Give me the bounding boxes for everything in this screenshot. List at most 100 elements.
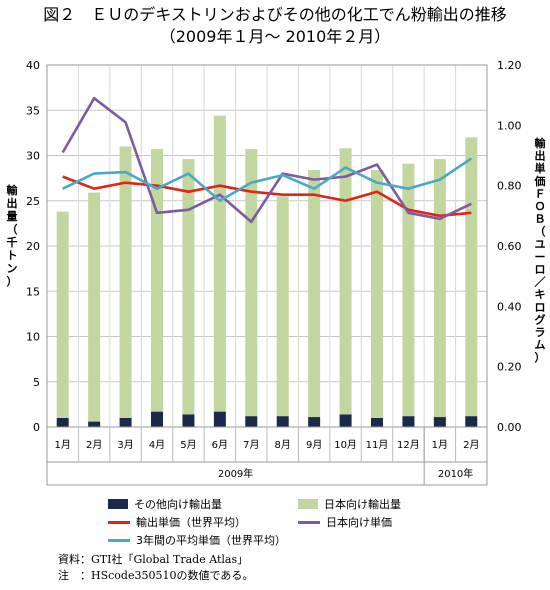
legend-swatch <box>298 499 318 509</box>
legend-label: 日本向け単価 <box>326 516 392 529</box>
bar <box>465 137 478 417</box>
bar <box>56 417 69 427</box>
y-right-axis-label-char: Ｂ <box>535 213 546 226</box>
y-right-tick-label: 1.00 <box>497 119 522 132</box>
y-left-tick-label: 40 <box>26 59 40 72</box>
y-left-tick-label: 25 <box>26 195 40 208</box>
x-tick-label: 11月 <box>366 439 389 451</box>
x-tick-label: 1月 <box>55 439 71 451</box>
bar <box>245 416 258 427</box>
y-right-axis-label-char: ム <box>535 339 546 352</box>
y-right-axis-label-char: ロ <box>535 263 546 276</box>
source-note: 資料：GTI社「Global Trade Atlas」 <box>58 553 249 566</box>
y-left-tick-label: 15 <box>26 285 40 298</box>
y-left-axis-label-char: ン <box>7 262 18 275</box>
bar <box>308 169 321 418</box>
y-right-tick-label: 0.00 <box>497 421 522 434</box>
bar <box>213 115 226 412</box>
bar <box>308 417 321 427</box>
bar <box>433 417 446 427</box>
legend-label: 輸出単価（世界平均） <box>136 516 246 529</box>
x-tick-label: 4月 <box>149 439 165 451</box>
y-left-tick-label: 30 <box>26 150 40 163</box>
chart-subtitle: （2009年１月～ 2010年２月） <box>159 27 391 46</box>
y-right-axis-label-char: ／ <box>535 276 546 289</box>
x-tick-label: 10月 <box>334 439 357 451</box>
chart-title-block: 図２ ＥＵのデキストリンおよびその他の化工でん粉輸出の推移 （2009年１月～ … <box>0 4 550 48</box>
y-left-tick-label: 5 <box>33 376 40 389</box>
bar <box>276 416 289 427</box>
y-left-tick-label: 0 <box>33 421 40 434</box>
legend-item: 輸出単価（世界平均） <box>108 514 246 530</box>
y-right-tick-label: 1.20 <box>497 59 522 72</box>
x-tick-label: 12月 <box>397 439 420 451</box>
bar <box>151 411 163 427</box>
x-tick-label: 5月 <box>180 439 196 451</box>
y-left-tick-label: 20 <box>26 240 40 253</box>
bar <box>245 149 258 417</box>
bar <box>339 148 352 415</box>
y-right-axis-label-char: Ｆ <box>535 187 546 200</box>
y-right-tick-label: 0.20 <box>497 361 522 374</box>
legend-item: その他向け輸出量 <box>108 496 222 512</box>
bar <box>276 196 289 417</box>
y-right-axis-label-char: ） <box>535 351 546 364</box>
x-tick-label: 8月 <box>275 439 291 451</box>
y-right-axis-label-char: ユ <box>535 238 546 251</box>
y-right-axis-label-char: ロ <box>535 301 546 314</box>
bar <box>151 149 163 412</box>
bar <box>182 414 195 427</box>
y-left-axis-label-char: 量 <box>7 210 18 223</box>
y-right-axis-label-char: ラ <box>535 326 546 339</box>
y-right-axis-label-char: ー <box>535 250 546 263</box>
chart-title: 図２ ＥＵのデキストリンおよびその他の化工でん粉輸出の推移 <box>43 5 507 24</box>
series-line <box>61 96 472 224</box>
y-right-axis-label-char: （ <box>535 225 546 238</box>
bar <box>402 416 415 427</box>
x-tick-label: 2月 <box>463 439 479 451</box>
y-left-axis-label-char: （ <box>7 223 18 236</box>
y-right-tick-label: 0.40 <box>497 300 522 313</box>
y-left-tick-label: 10 <box>26 331 40 344</box>
bar <box>88 421 101 427</box>
notes: 資料：GTI社「Global Trade Atlas」 注 ：HScode350… <box>58 552 253 584</box>
bar <box>213 411 226 427</box>
legend-swatch <box>108 538 130 542</box>
series-line <box>62 157 473 203</box>
legend-label: 日本向け輸出量 <box>324 498 401 511</box>
bar <box>56 211 69 418</box>
y-left-axis-label-char: 出 <box>7 196 18 210</box>
y-left-axis-label-char: ） <box>7 275 18 288</box>
x-tick-label: 2月 <box>86 439 102 451</box>
legend-swatch <box>108 499 128 509</box>
x-tick-label: 7月 <box>243 439 259 451</box>
bar <box>402 163 415 417</box>
y-right-axis-label-char: キ <box>535 288 546 301</box>
bar <box>182 159 195 415</box>
legend-item: 日本向け輸出量 <box>298 496 401 512</box>
bar <box>465 416 478 427</box>
legend-swatch <box>108 520 130 524</box>
bar <box>119 146 132 418</box>
legend-label: 3年間の平均単価（世界平均） <box>136 534 286 547</box>
y-left-axis-label-char: ト <box>7 249 18 262</box>
bar <box>433 159 446 418</box>
y-right-axis-label-char: 出 <box>535 149 546 163</box>
legend-item: 日本向け単価 <box>298 514 392 530</box>
y-right-tick-label: 0.60 <box>497 240 522 253</box>
y-right-axis-label-char: 単 <box>535 161 546 175</box>
legend-item: 3年間の平均単価（世界平均） <box>108 532 286 548</box>
y-right-axis-label-char: 輸 <box>535 136 547 150</box>
x-tick-label: 6月 <box>212 439 228 451</box>
bar <box>119 417 132 427</box>
year-label: 2009年 <box>218 467 253 480</box>
bar <box>371 417 383 427</box>
bar <box>371 169 383 418</box>
y-left-tick-label: 35 <box>26 104 40 117</box>
y-right-tick-label: 0.80 <box>497 180 522 193</box>
y-right-axis-label-char: 価 <box>534 174 546 188</box>
y-left-axis-label-char: 千 <box>7 235 18 249</box>
year-label: 2010年 <box>438 467 473 480</box>
y-left-axis-label-char: 輸 <box>7 183 19 197</box>
